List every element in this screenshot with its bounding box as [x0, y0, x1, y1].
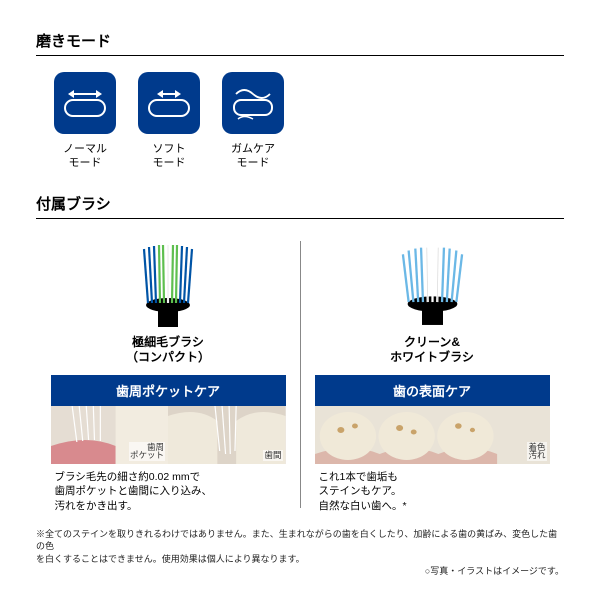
illust-pocket-label: 歯周ポケット [129, 442, 165, 461]
mode-normal-icon [54, 72, 116, 134]
brush-fine-care: 歯周ポケットケア [51, 375, 286, 406]
brush-white-care: 歯の表面ケア [315, 375, 550, 406]
illust-gap: 歯間 [168, 406, 286, 464]
brush-fine-name: 極細毛ブラシ（コンパクト） [126, 335, 210, 367]
mode-gumcare-icon [222, 72, 284, 134]
mode-normal: ノーマルモード [54, 72, 116, 171]
mode-soft: ソフトモード [138, 72, 200, 171]
brush-fine-illusts: 歯周ポケット 歯間 [51, 406, 286, 464]
footnote-line1: ※全てのステインを取りきれるわけではありません。また、生まれながらの歯を白くした… [36, 528, 564, 553]
footnote: ※全てのステインを取りきれるわけではありません。また、生まれながらの歯を白くした… [36, 528, 564, 578]
brushes-row: 極細毛ブラシ（コンパクト） 歯周ポケットケア 歯周ポケット [36, 235, 564, 514]
modes-row: ノーマルモード ソフトモード ガムケアモード [36, 72, 564, 171]
brush-white-illusts: 着色汚れ [315, 406, 550, 464]
illust-surface: 着色汚れ [315, 406, 550, 464]
illust-pocket: 歯周ポケット [51, 406, 169, 464]
brush-white-desc: これ1本で歯垢もステインもケア。自然な白い歯へ。* [315, 464, 550, 514]
mode-normal-label: ノーマルモード [63, 142, 107, 171]
illust-gap-label: 歯間 [263, 450, 282, 461]
brush-fine: 極細毛ブラシ（コンパクト） 歯周ポケットケア 歯周ポケット [51, 235, 286, 514]
vertical-divider [300, 241, 301, 508]
mode-soft-label: ソフトモード [153, 142, 186, 171]
brush-white-image [380, 235, 485, 327]
mode-gumcare: ガムケアモード [222, 72, 284, 171]
illust-surface-label: 着色汚れ [527, 442, 546, 461]
brush-fine-image [116, 235, 221, 327]
brush-white-name: クリーン&ホワイトブラシ [390, 335, 474, 367]
footnote-line3: ○写真・イラストはイメージです。 [36, 565, 564, 578]
brush-fine-desc: ブラシ毛先の細さ約0.02 mmで歯周ポケットと歯間に入り込み、汚れをかき出す。 [51, 464, 286, 514]
section-brushes-title: 付属ブラシ [36, 193, 564, 219]
brush-white: クリーン&ホワイトブラシ 歯の表面ケア 着色汚れ [315, 235, 550, 514]
section-modes-title: 磨きモード [36, 30, 564, 56]
footnote-line2: を白くすることはできません。使用効果は個人により異なります。 [36, 553, 564, 566]
mode-gumcare-label: ガムケアモード [231, 142, 275, 171]
mode-soft-icon [138, 72, 200, 134]
